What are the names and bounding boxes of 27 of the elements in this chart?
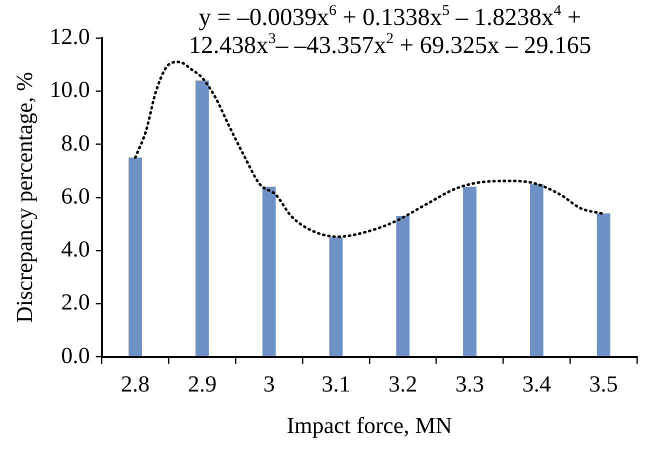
bar xyxy=(530,184,544,356)
x-tick-label: 3.5 xyxy=(589,372,618,397)
y-tick-label: 4.0 xyxy=(61,236,90,262)
bar xyxy=(329,237,343,356)
y-tick-label: 12.0 xyxy=(50,24,90,50)
x-tick-label: 3.1 xyxy=(322,372,350,397)
text: y = –0.0039x$^{6}$ + 0.1338x$^{5}$ – 1.8238x$^{4}$ + 12.438x$^{3}$– –43.357x$^{2}$ + 69.325x – 29.165 xyxy=(188,3,592,59)
bar xyxy=(262,186,276,356)
bar xyxy=(596,213,610,356)
x-tick-label: 3.3 xyxy=(455,372,484,397)
bar xyxy=(196,80,209,356)
y-tick-label: 2.0 xyxy=(61,290,90,315)
y-tick-label: 10.0 xyxy=(50,77,90,102)
y-tick-label: 8.0 xyxy=(61,130,90,156)
bar xyxy=(128,158,142,356)
line-series xyxy=(134,60,605,238)
x-tick-label: 3.4 xyxy=(522,372,552,397)
bar xyxy=(463,186,476,356)
x-tick-label: 2.9 xyxy=(188,372,217,397)
x-axis-title: Impact force, MN xyxy=(286,413,453,438)
y-axis-title: Discrepancy percentage, % xyxy=(12,72,37,323)
bar xyxy=(396,216,410,356)
y-tick-label: 6.0 xyxy=(61,183,90,208)
x-tick-label: 2.8 xyxy=(120,372,150,397)
x-tick-label: 3 xyxy=(263,372,275,397)
x-tick-label: 3.2 xyxy=(388,372,418,397)
y-tick-label: 0.0 xyxy=(61,342,90,368)
